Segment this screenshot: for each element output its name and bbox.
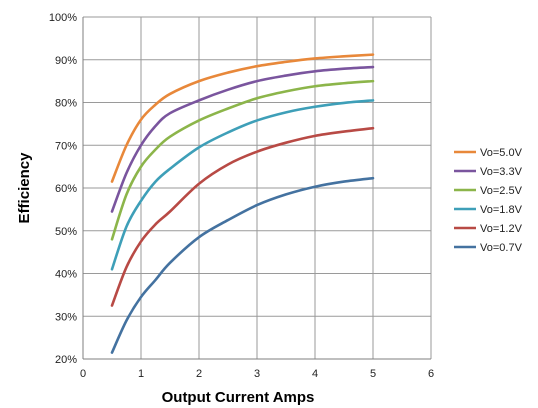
y-tick-label: 20% (55, 354, 77, 366)
x-tick-label: 5 (370, 368, 376, 380)
legend: Vo=5.0V Vo=3.3V Vo=2.5V Vo=1.8V Vo=1.2V Vo=0.… (454, 147, 523, 254)
legend-label-vo-5-0v: Vo=5.0V (480, 147, 523, 159)
y-tick-label: 90% (55, 55, 77, 67)
legend-label-vo-1-2v: Vo=1.2V (480, 223, 523, 235)
legend-label-vo-3-3v: Vo=3.3V (480, 166, 523, 178)
x-tick-label: 0 (80, 368, 86, 380)
y-tick-label: 60% (55, 183, 77, 195)
legend-label-vo-0-7v: Vo=0.7V (480, 242, 523, 254)
x-tick-label: 2 (196, 368, 202, 380)
series-line-vo-1-2v (110, 126, 375, 307)
x-tick-label: 4 (312, 368, 318, 380)
series-line-vo-0-7v (110, 176, 375, 354)
series-line-vo-3-3v (110, 65, 375, 213)
y-tick-label: 100% (49, 12, 77, 24)
legend-label-vo-2-5v: Vo=2.5V (480, 185, 523, 197)
series-line-vo-5-0v (110, 53, 375, 183)
x-tick-label: 1 (138, 368, 144, 380)
series-line-vo-1-8v (110, 99, 375, 271)
y-tick-label: 40% (55, 269, 77, 281)
x-tick-label: 3 (254, 368, 260, 380)
series-lines (110, 53, 375, 354)
y-tick-label: 30% (55, 311, 77, 323)
y-tick-label: 80% (55, 98, 77, 110)
axis-ticks: 20% 30% 40% 50% 60% 70% 80% 90% 100% 0 1 2 3 4 5 6 (49, 12, 434, 380)
x-tick-label: 6 (428, 368, 434, 380)
y-axis-label: Efficiency (16, 152, 33, 224)
x-axis-label: Output Current Amps (162, 389, 315, 406)
series-line-vo-2-5v (110, 79, 375, 241)
y-tick-label: 50% (55, 226, 77, 238)
legend-label-vo-1-8v: Vo=1.8V (480, 204, 523, 216)
y-tick-label: 70% (55, 140, 77, 152)
